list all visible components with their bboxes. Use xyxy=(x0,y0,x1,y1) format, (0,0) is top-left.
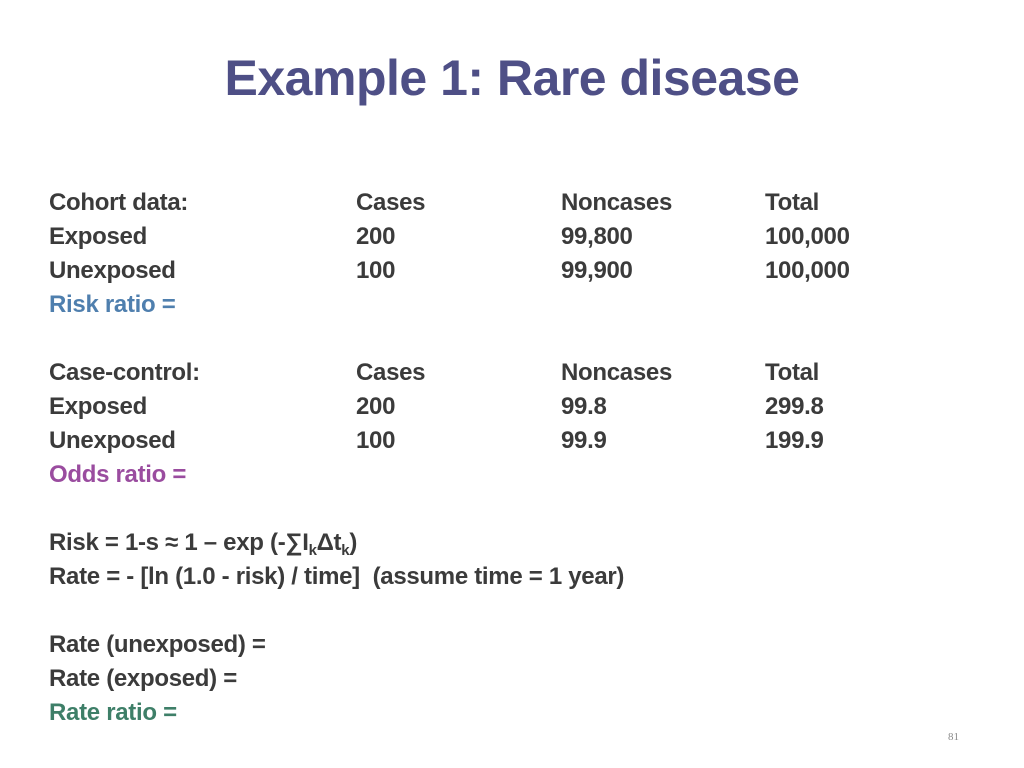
spacer xyxy=(49,322,989,356)
risk-formula: Risk = 1-s ≈ 1 – exp (-∑IkΔtk) xyxy=(49,526,989,560)
risk-ratio-row: Risk ratio = xyxy=(49,288,989,322)
row-label: Exposed xyxy=(49,223,147,250)
noncases-value: 99,800 xyxy=(561,223,633,250)
cases-value: 100 xyxy=(356,427,396,454)
row-label: Exposed xyxy=(49,393,147,420)
cases-header: Cases xyxy=(356,189,426,216)
rate-unexposed-label: Rate (unexposed) = xyxy=(49,631,266,658)
total-value: 199.9 xyxy=(765,427,824,454)
table-row: Unexposed 100 99.9 199.9 xyxy=(49,424,989,458)
rate-formula: Rate = - [ln (1.0 - risk) / time] (assum… xyxy=(49,560,989,594)
total-value: 100,000 xyxy=(765,223,850,250)
slide-body: Cohort data: Cases Noncases Total Expose… xyxy=(49,186,989,730)
total-value: 299.8 xyxy=(765,393,824,420)
odds-ratio-row: Odds ratio = xyxy=(49,458,989,492)
rate-formula-text: Rate = - [ln (1.0 - risk) / time] (assum… xyxy=(49,563,625,590)
noncases-value: 99.9 xyxy=(561,427,607,454)
risk-formula-suffix: ) xyxy=(349,529,358,556)
spacer xyxy=(49,594,989,628)
risk-formula-prefix: Risk = 1-s ≈ 1 – exp (-∑I xyxy=(49,529,309,556)
cohort-header-row: Cohort data: Cases Noncases Total xyxy=(49,186,989,220)
case-control-header-row: Case-control: Cases Noncases Total xyxy=(49,356,989,390)
row-label: Unexposed xyxy=(49,257,176,284)
table-row: Unexposed 100 99,900 100,000 xyxy=(49,254,989,288)
noncases-value: 99.8 xyxy=(561,393,607,420)
risk-ratio-label: Risk ratio = xyxy=(49,291,176,318)
cases-header: Cases xyxy=(356,359,426,386)
total-value: 100,000 xyxy=(765,257,850,284)
odds-ratio-label: Odds ratio = xyxy=(49,461,187,488)
noncases-header: Noncases xyxy=(561,189,672,216)
subscript-k: k xyxy=(341,542,350,559)
slide-title: Example 1: Rare disease xyxy=(224,50,800,106)
spacer xyxy=(49,492,989,526)
cases-value: 200 xyxy=(356,223,396,250)
rate-exposed-row: Rate (exposed) = xyxy=(49,662,989,696)
cohort-label: Cohort data: xyxy=(49,189,189,216)
row-label: Unexposed xyxy=(49,427,176,454)
total-header: Total xyxy=(765,189,820,216)
rate-exposed-label: Rate (exposed) = xyxy=(49,665,237,692)
cases-value: 200 xyxy=(356,393,396,420)
rate-ratio-label: Rate ratio = xyxy=(49,699,177,726)
case-control-label: Case-control: xyxy=(49,359,200,386)
subscript-k: k xyxy=(308,542,317,559)
page-number: 81 xyxy=(948,731,959,743)
rate-unexposed-row: Rate (unexposed) = xyxy=(49,628,989,662)
noncases-value: 99,900 xyxy=(561,257,633,284)
rate-ratio-row: Rate ratio = xyxy=(49,696,989,730)
total-header: Total xyxy=(765,359,820,386)
cases-value: 100 xyxy=(356,257,396,284)
table-row: Exposed 200 99,800 100,000 xyxy=(49,220,989,254)
noncases-header: Noncases xyxy=(561,359,672,386)
table-row: Exposed 200 99.8 299.8 xyxy=(49,390,989,424)
risk-formula-delta: Δt xyxy=(316,529,342,556)
